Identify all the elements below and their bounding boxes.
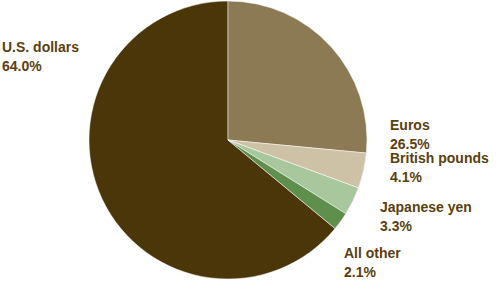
- slice-value: 2.1%: [344, 264, 376, 280]
- slice-label: Japanese yen: [380, 199, 472, 215]
- pie-slice: [228, 1, 367, 153]
- slice-label: All other: [344, 245, 401, 261]
- pie-slice: [228, 140, 358, 214]
- slice-value: 4.1%: [390, 169, 422, 185]
- slice-value: 64.0%: [2, 58, 42, 74]
- slice-label: U.S. dollars: [2, 39, 79, 55]
- slice-value: 3.3%: [380, 218, 412, 234]
- chart: U.S. dollars64.0%Euros26.5%British pound…: [0, 0, 498, 284]
- pie-slice: [228, 140, 346, 229]
- slice-label: Euros: [390, 117, 430, 133]
- labels: U.S. dollars64.0%Euros26.5%British pound…: [2, 39, 489, 280]
- slices: [89, 1, 367, 279]
- slice-label: British pounds: [390, 150, 489, 166]
